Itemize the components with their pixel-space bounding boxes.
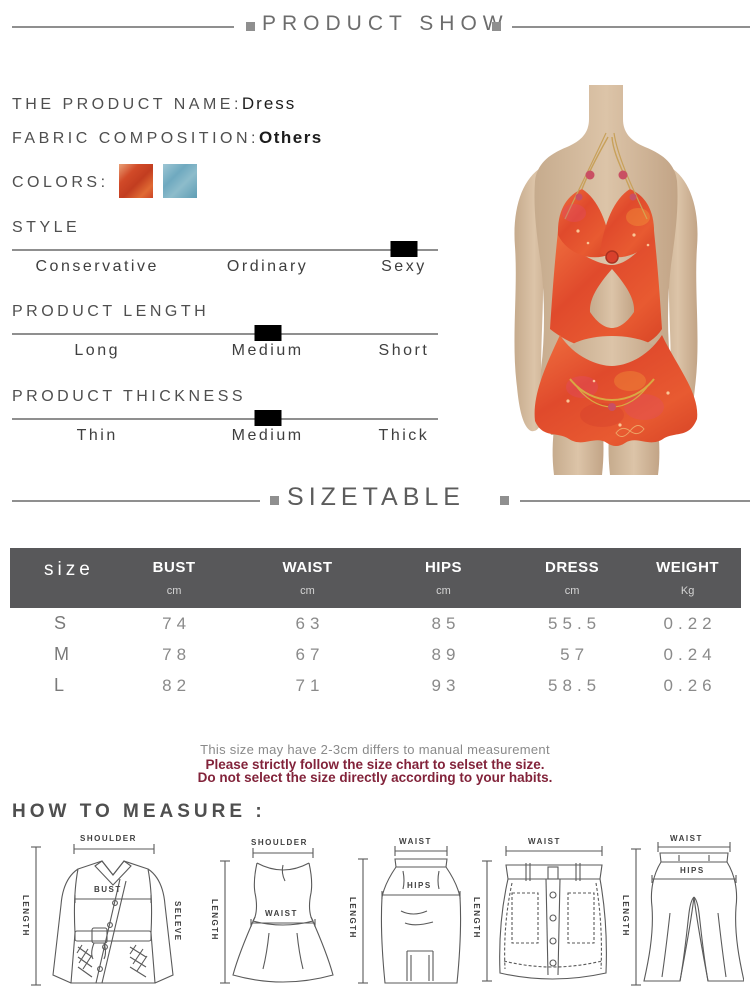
divider-line <box>12 500 260 502</box>
length-option-medium: Medium <box>231 342 304 359</box>
style-title: STYLE <box>12 219 81 236</box>
length-title: PRODUCT LENGTH <box>12 303 210 320</box>
product-name-line: THE PRODUCT NAME:Dress <box>12 94 296 114</box>
mini-skirt-waist-label: WAIST <box>528 837 561 846</box>
colors-row: COLORS: <box>12 163 197 203</box>
waist-column-header: WAIST cm <box>282 559 333 597</box>
square-bullet-icon <box>500 496 509 505</box>
product-name-label: THE PRODUCT NAME: <box>12 96 242 113</box>
color-swatch-orange <box>118 164 153 198</box>
size-warning-note-2: Do not select the size directly accordin… <box>197 770 553 785</box>
jacket-measure-diagram: SHOULDER BUST LENGTH SELEVE <box>14 833 209 995</box>
square-bullet-icon <box>492 22 501 31</box>
divider-line <box>520 500 750 502</box>
weight-column-header: WEIGHT Kg <box>656 559 720 597</box>
thickness-title: PRODUCT THICKNESS <box>12 388 247 405</box>
size-warning-note-1: Please strictly follow the size chart to… <box>205 757 545 772</box>
sizetable-header: SIZETABLE <box>0 483 750 516</box>
mini-skirt-measure-diagram: WAIST LENGTH <box>472 833 624 995</box>
dress-column-header: DRESS cm <box>545 559 600 597</box>
product-show-header: PRODUCT SHOW <box>0 12 750 42</box>
thickness-slider-track <box>12 410 438 426</box>
table-row-s: S 74 63 85 55.5 0.22 <box>54 613 717 633</box>
color-swatch-blue <box>162 164 197 198</box>
dress-waist-label: WAIST <box>265 909 298 918</box>
section-title: SIZETABLE <box>287 483 465 511</box>
size-table-header-row: size BUST cm WAIST cm HIPS cm DRESS cm W… <box>10 548 741 608</box>
style-slider-marker <box>390 241 418 257</box>
colors-label: COLORS: <box>12 174 109 191</box>
product-name-value: Dress <box>241 94 297 113</box>
square-bullet-icon <box>270 496 279 505</box>
thickness-option-medium: Medium <box>231 427 304 444</box>
style-option-conservative: Conservative <box>35 258 159 275</box>
bust-column-header: BUST cm <box>152 559 196 597</box>
divider-line <box>12 26 234 28</box>
jacket-bust-label: BUST <box>94 885 122 894</box>
hips-column-header: HIPS cm <box>424 559 462 597</box>
thickness-option-thick: Thick <box>378 427 430 444</box>
pants-hips-label: HIPS <box>680 866 705 875</box>
dress-length-label: LENGTH <box>210 899 219 941</box>
length-attribute: PRODUCT LENGTH Long Medium Short <box>12 303 438 365</box>
square-bullet-icon <box>246 22 255 31</box>
thickness-attribute: PRODUCT THICKNESS Thin Medium Thick <box>12 388 438 450</box>
style-option-sexy: Sexy <box>381 258 427 275</box>
pants-waist-label: WAIST <box>670 834 703 843</box>
length-slider-track <box>12 325 438 341</box>
measure-diagrams: SHOULDER BUST LENGTH SELEVE SHOULDER WAI… <box>14 833 744 995</box>
size-column-header: size <box>44 559 94 580</box>
pencil-skirt-length-label: LENGTH <box>348 897 357 939</box>
divider-line <box>512 26 750 28</box>
pants-measure-diagram: WAIST HIPS LENGTH <box>621 833 744 995</box>
pencil-skirt-hips-label: HIPS <box>407 881 432 890</box>
table-row-m: M 78 67 89 57 0.24 <box>54 644 717 664</box>
jacket-sleeve-label: SELEVE <box>173 901 182 942</box>
pencil-skirt-measure-diagram: WAIST HIPS LENGTH <box>348 833 474 995</box>
jacket-shoulder-label: SHOULDER <box>80 834 137 843</box>
fabric-label: FABRIC COMPOSITION: <box>12 130 259 147</box>
pencil-skirt-waist-label: WAIST <box>399 837 432 846</box>
thickness-slider-marker <box>254 410 282 426</box>
how-to-measure-title: HOW TO MEASURE : <box>12 801 266 822</box>
size-table: size BUST cm WAIST cm HIPS cm DRESS cm W… <box>10 548 741 701</box>
length-option-short: Short <box>378 342 430 359</box>
style-attribute: STYLE Conservative Ordinary Sexy <box>12 219 438 281</box>
jacket-length-label: LENGTH <box>21 895 30 937</box>
dress-measure-diagram: SHOULDER WAIST LENGTH <box>209 833 349 995</box>
fabric-line: FABRIC COMPOSITION:Others <box>12 128 323 148</box>
dress-shoulder-label: SHOULDER <box>251 838 308 847</box>
pants-length-label: LENGTH <box>621 895 630 937</box>
length-option-long: Long <box>74 342 120 359</box>
size-tolerance-note: This size may have 2-3cm differs to manu… <box>200 742 550 757</box>
product-photo <box>462 85 750 475</box>
thickness-option-thin: Thin <box>76 427 118 444</box>
style-option-ordinary: Ordinary <box>226 258 309 275</box>
mini-skirt-length-label: LENGTH <box>472 897 481 939</box>
section-title: PRODUCT SHOW <box>262 12 509 35</box>
style-slider-track <box>12 241 438 257</box>
table-row-l: L 82 71 93 58.5 0.26 <box>54 675 717 695</box>
dress-photo-illustration <box>514 85 698 475</box>
fabric-value: Others <box>258 128 323 147</box>
length-slider-marker <box>254 325 282 341</box>
